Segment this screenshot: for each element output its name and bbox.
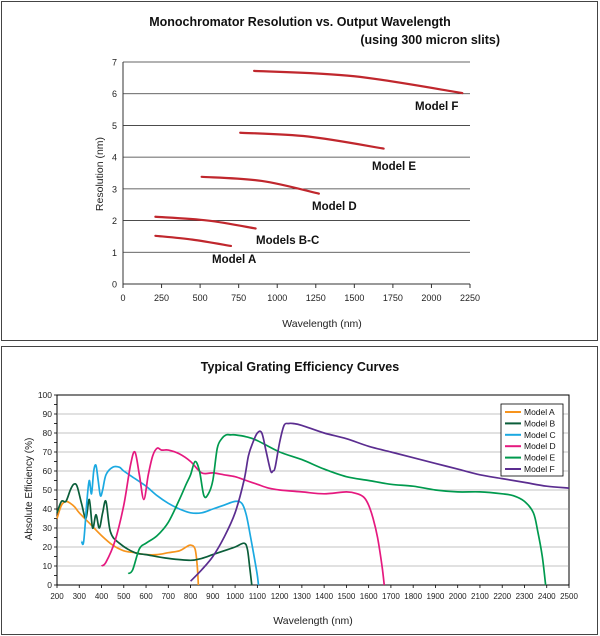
legend-label: Model E [524, 453, 556, 463]
x-tick-label: 500 [193, 293, 208, 303]
y-tick-label: 20 [43, 542, 53, 552]
series-line-model-b [56, 482, 253, 586]
resolution-chart-panel: Monochromator Resolution vs. Output Wave… [1, 1, 598, 341]
efficiency-chart-panel: Typical Grating Efficiency Curves 0 10 20 3… [1, 346, 598, 635]
series-label: Model E [372, 161, 416, 173]
x-tick-label: 2200 [493, 592, 511, 601]
y-tick-label: 2 [112, 216, 117, 226]
chart-title: Typical Grating Efficiency Curves [201, 360, 399, 374]
y-axis-label: Resolution (nm) [94, 137, 106, 211]
x-tick-label: 2500 [560, 592, 578, 601]
x-tick-label: 700 [162, 592, 176, 601]
y-tick-label: 3 [112, 184, 117, 194]
legend-label: Model D [524, 441, 556, 451]
x-tick-label: 2000 [449, 592, 467, 601]
series-line-model-a [56, 500, 200, 586]
x-tick-label: 1600 [360, 592, 378, 601]
y-tick-label: 80 [43, 428, 53, 438]
series-line-models-b-c [154, 215, 257, 230]
y-tick-label: 70 [43, 447, 53, 457]
x-tick-label: 1500 [337, 592, 355, 601]
y-tick-label: 4 [112, 153, 117, 163]
x-tick-label: 1800 [404, 592, 422, 601]
x-tick-label: 2400 [538, 592, 556, 601]
series-label: Model F [415, 101, 458, 113]
x-tick-label: 1300 [293, 592, 311, 601]
x-tick-label: 1000 [267, 293, 287, 303]
y-tick-label: 5 [112, 121, 117, 131]
x-tick-label: 1900 [427, 592, 445, 601]
x-tick-label: 1700 [382, 592, 400, 601]
legend-box [500, 403, 564, 477]
legend-label: Model C [524, 430, 556, 440]
x-tick-label: 2000 [421, 293, 441, 303]
x-tick-label: 2250 [460, 293, 480, 303]
x-tick-label: 300 [73, 592, 87, 601]
x-tick-label: 750 [231, 293, 246, 303]
series-line-model-e [239, 131, 385, 150]
y-tick-label: 60 [43, 466, 53, 476]
x-tick-label: 400 [95, 592, 109, 601]
x-tick-label: 250 [154, 293, 169, 303]
series-line-model-d [200, 175, 320, 195]
x-tick-label: 1750 [383, 293, 403, 303]
x-tick-label: 600 [139, 592, 153, 601]
y-tick-label: 100 [38, 390, 52, 400]
efficiency-chart: Typical Grating Efficiency Curves 0 10 20 3… [24, 360, 578, 627]
legend-label: Model B [524, 418, 556, 428]
x-tick-label: 1500 [344, 293, 364, 303]
y-axis-label: Absolute Efficiency (%) [24, 438, 35, 541]
y-tick-label: 40 [43, 504, 53, 514]
x-axis-label: Wavelength (nm) [273, 615, 353, 627]
series-line-model-f [252, 69, 464, 95]
x-tick-label: 0 [120, 293, 125, 303]
x-tick-label: 800 [184, 592, 198, 601]
series-label: Model D [312, 201, 357, 213]
chart-title: Monochromator Resolution vs. Output Wave… [149, 15, 451, 29]
y-tick-label: 1 [112, 248, 117, 258]
x-tick-label: 1400 [315, 592, 333, 601]
y-tick-label: 50 [43, 485, 53, 495]
y-tick-label: 30 [43, 523, 53, 533]
y-tick-label: 7 [112, 58, 117, 68]
x-tick-label: 2100 [471, 592, 489, 601]
series-label: Model A [212, 254, 256, 266]
x-tick-label: 1100 [249, 592, 267, 601]
y-tick-label: 90 [43, 409, 53, 419]
x-tick-label: 900 [206, 592, 220, 601]
y-tick-label: 10 [43, 561, 53, 571]
y-tick-label: 0 [47, 580, 52, 590]
x-tick-label: 500 [117, 592, 131, 601]
series-line-model-f [189, 422, 570, 582]
legend-label: Model F [524, 464, 555, 474]
x-tick-label: 200 [50, 592, 64, 601]
x-axis-label: Wavelength (nm) [282, 318, 362, 330]
x-tick-label: 1000 [226, 592, 244, 601]
y-tick-label: 0 [112, 280, 117, 290]
y-tick-label: 6 [112, 89, 117, 99]
resolution-chart: Monochromator Resolution vs. Output Wave… [94, 15, 500, 330]
chart-subtitle: (using 300 micron slits) [360, 33, 500, 47]
x-tick-label: 1200 [271, 592, 289, 601]
series-line-model-e [127, 433, 547, 586]
x-tick-label: 1250 [306, 293, 326, 303]
x-tick-label: 2300 [516, 592, 534, 601]
series-label: Models B-C [256, 235, 319, 247]
series-line-model-d [100, 447, 386, 586]
legend-label: Model A [524, 407, 555, 417]
series-line-model-a [154, 234, 233, 248]
